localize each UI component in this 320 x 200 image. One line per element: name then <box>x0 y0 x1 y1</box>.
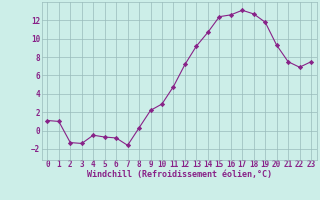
X-axis label: Windchill (Refroidissement éolien,°C): Windchill (Refroidissement éolien,°C) <box>87 170 272 179</box>
